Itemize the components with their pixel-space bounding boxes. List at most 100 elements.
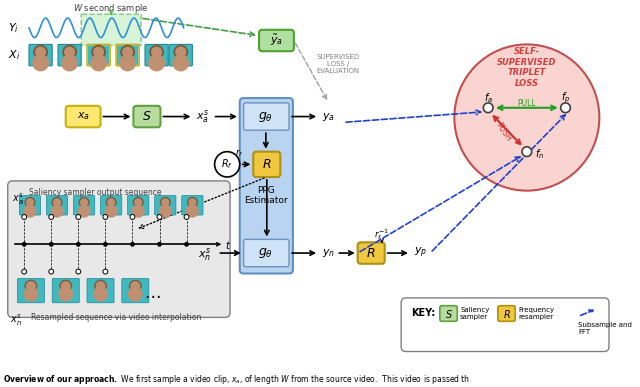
FancyBboxPatch shape bbox=[259, 30, 294, 51]
Circle shape bbox=[65, 47, 74, 57]
Circle shape bbox=[25, 280, 36, 292]
Circle shape bbox=[59, 287, 72, 301]
FancyBboxPatch shape bbox=[116, 45, 140, 66]
Circle shape bbox=[454, 45, 599, 191]
Circle shape bbox=[49, 269, 54, 274]
FancyBboxPatch shape bbox=[100, 195, 122, 215]
Text: PPG
Estimator: PPG Estimator bbox=[244, 186, 287, 205]
Circle shape bbox=[522, 147, 532, 156]
FancyBboxPatch shape bbox=[401, 298, 609, 351]
Circle shape bbox=[184, 242, 189, 247]
Circle shape bbox=[63, 45, 76, 59]
FancyBboxPatch shape bbox=[145, 45, 168, 66]
FancyBboxPatch shape bbox=[87, 45, 110, 66]
Circle shape bbox=[174, 45, 188, 59]
FancyBboxPatch shape bbox=[47, 195, 68, 215]
Text: $x_a^s$: $x_a^s$ bbox=[196, 108, 209, 125]
Circle shape bbox=[54, 199, 60, 206]
FancyBboxPatch shape bbox=[498, 306, 515, 321]
FancyBboxPatch shape bbox=[169, 45, 193, 66]
Circle shape bbox=[103, 269, 108, 274]
Circle shape bbox=[187, 205, 198, 217]
Text: $X_i$: $X_i$ bbox=[8, 48, 20, 62]
FancyBboxPatch shape bbox=[127, 195, 149, 215]
Circle shape bbox=[561, 103, 570, 113]
Text: PUSH: PUSH bbox=[494, 121, 513, 143]
Text: $r_f^{-1}$: $r_f^{-1}$ bbox=[374, 227, 389, 242]
Circle shape bbox=[189, 199, 196, 206]
Circle shape bbox=[103, 214, 108, 219]
Circle shape bbox=[25, 197, 35, 207]
Text: $\bf{Overview\ of\ our\ approach.}$ We first sample a video clip, $x_a$, of leng: $\bf{Overview\ of\ our\ approach.}$ We f… bbox=[3, 373, 470, 386]
Text: $g_\theta$: $g_\theta$ bbox=[259, 246, 273, 260]
Circle shape bbox=[184, 214, 189, 219]
Circle shape bbox=[130, 242, 135, 247]
Circle shape bbox=[79, 197, 89, 207]
Text: $x_a$: $x_a$ bbox=[77, 111, 90, 122]
Circle shape bbox=[24, 205, 36, 217]
Circle shape bbox=[173, 55, 189, 71]
Circle shape bbox=[120, 55, 135, 71]
Circle shape bbox=[131, 282, 140, 291]
Circle shape bbox=[24, 287, 38, 301]
Circle shape bbox=[135, 199, 141, 206]
FancyBboxPatch shape bbox=[74, 195, 95, 215]
Circle shape bbox=[91, 55, 106, 71]
Circle shape bbox=[51, 205, 63, 217]
Circle shape bbox=[103, 242, 108, 247]
Text: $r_f$: $r_f$ bbox=[236, 148, 244, 159]
Circle shape bbox=[95, 280, 106, 292]
FancyBboxPatch shape bbox=[122, 278, 149, 303]
Text: $S$: $S$ bbox=[142, 110, 152, 123]
Circle shape bbox=[33, 55, 49, 71]
Circle shape bbox=[22, 214, 27, 219]
FancyBboxPatch shape bbox=[244, 103, 289, 130]
FancyBboxPatch shape bbox=[58, 45, 81, 66]
Text: SUPERVISED
LOSS /
EVALUATION: SUPERVISED LOSS / EVALUATION bbox=[317, 54, 360, 74]
FancyBboxPatch shape bbox=[155, 195, 176, 215]
Circle shape bbox=[121, 45, 134, 59]
Circle shape bbox=[132, 205, 144, 217]
Text: $x_a^s$: $x_a^s$ bbox=[12, 192, 24, 207]
Circle shape bbox=[123, 47, 132, 57]
FancyBboxPatch shape bbox=[117, 45, 138, 65]
Text: Subsample and
FFT: Subsample and FFT bbox=[578, 322, 632, 335]
FancyBboxPatch shape bbox=[253, 152, 280, 177]
Circle shape bbox=[108, 199, 115, 206]
Circle shape bbox=[60, 280, 72, 292]
Text: $g_\theta$: $g_\theta$ bbox=[259, 110, 273, 123]
Circle shape bbox=[133, 197, 143, 207]
Circle shape bbox=[130, 214, 135, 219]
Circle shape bbox=[49, 214, 54, 219]
Circle shape bbox=[106, 197, 116, 207]
Text: $R_f$: $R_f$ bbox=[221, 158, 233, 171]
Circle shape bbox=[150, 45, 163, 59]
Text: KEY:: KEY: bbox=[411, 308, 435, 318]
Circle shape bbox=[94, 47, 104, 57]
FancyBboxPatch shape bbox=[17, 278, 44, 303]
Circle shape bbox=[157, 242, 162, 247]
Text: $\tilde{y}_a$: $\tilde{y}_a$ bbox=[270, 33, 283, 48]
Text: $y_p$: $y_p$ bbox=[413, 246, 427, 260]
Text: $S$: $S$ bbox=[445, 308, 452, 320]
FancyBboxPatch shape bbox=[88, 45, 109, 65]
Circle shape bbox=[92, 45, 106, 59]
Text: $f_a$: $f_a$ bbox=[484, 91, 493, 105]
FancyBboxPatch shape bbox=[358, 242, 385, 264]
Circle shape bbox=[106, 205, 117, 217]
Circle shape bbox=[188, 197, 197, 207]
Text: $Y_i$: $Y_i$ bbox=[8, 21, 19, 35]
Text: PULL: PULL bbox=[518, 99, 536, 108]
Circle shape bbox=[129, 287, 142, 301]
FancyBboxPatch shape bbox=[66, 106, 100, 127]
Circle shape bbox=[76, 269, 81, 274]
Text: $R$: $R$ bbox=[502, 308, 511, 320]
Circle shape bbox=[76, 242, 81, 247]
Circle shape bbox=[152, 47, 161, 57]
Circle shape bbox=[36, 47, 45, 57]
FancyBboxPatch shape bbox=[240, 98, 293, 274]
Circle shape bbox=[34, 45, 47, 59]
FancyBboxPatch shape bbox=[8, 181, 230, 317]
Circle shape bbox=[214, 152, 240, 177]
Circle shape bbox=[157, 214, 162, 219]
